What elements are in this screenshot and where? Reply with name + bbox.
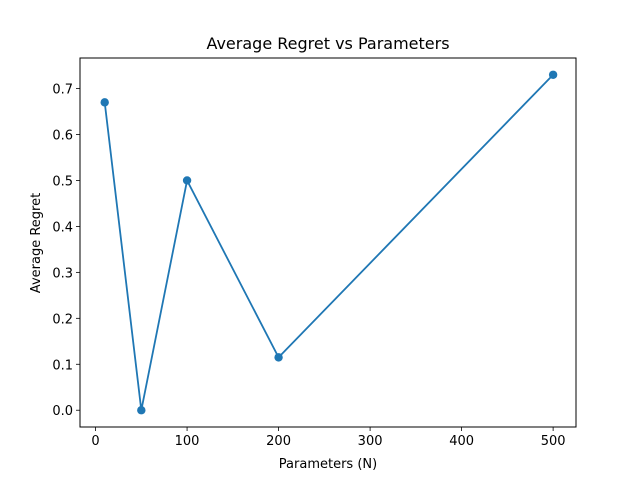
y-tick-label: 0.6 — [52, 129, 73, 144]
x-tick-label: 100 — [175, 434, 200, 449]
y-tick-label: 0.4 — [52, 220, 73, 235]
x-tick-label: 0 — [91, 434, 99, 449]
plot-area: 0 100 200 300 400 500 0.0 0.1 0.2 0.3 0.4 0.5 0.6 0.7 — [52, 57, 577, 449]
x-tick-label: 200 — [266, 434, 291, 449]
y-tick-label: 0.7 — [52, 83, 73, 98]
data-point — [548, 70, 558, 79]
x-tick-label: 400 — [449, 434, 474, 449]
data-point — [182, 176, 192, 185]
x-tick-label: 500 — [541, 434, 566, 449]
y-tick-label: 0.1 — [52, 358, 73, 373]
data-point — [100, 98, 109, 107]
y-tick-label: 0.2 — [52, 312, 73, 327]
x-tick-label: 300 — [358, 434, 383, 449]
x-axis-label: Parameters (N) — [279, 457, 377, 472]
data-point — [137, 406, 146, 415]
y-tick-label: 0.0 — [52, 404, 73, 419]
y-tick-label: 0.5 — [52, 174, 73, 189]
chart-title: Average Regret vs Parameters — [206, 34, 449, 53]
y-axis-label: Average Regret — [29, 193, 44, 293]
axes-frame — [79, 57, 577, 428]
data-point — [274, 353, 283, 362]
y-tick-label: 0.3 — [52, 266, 73, 281]
